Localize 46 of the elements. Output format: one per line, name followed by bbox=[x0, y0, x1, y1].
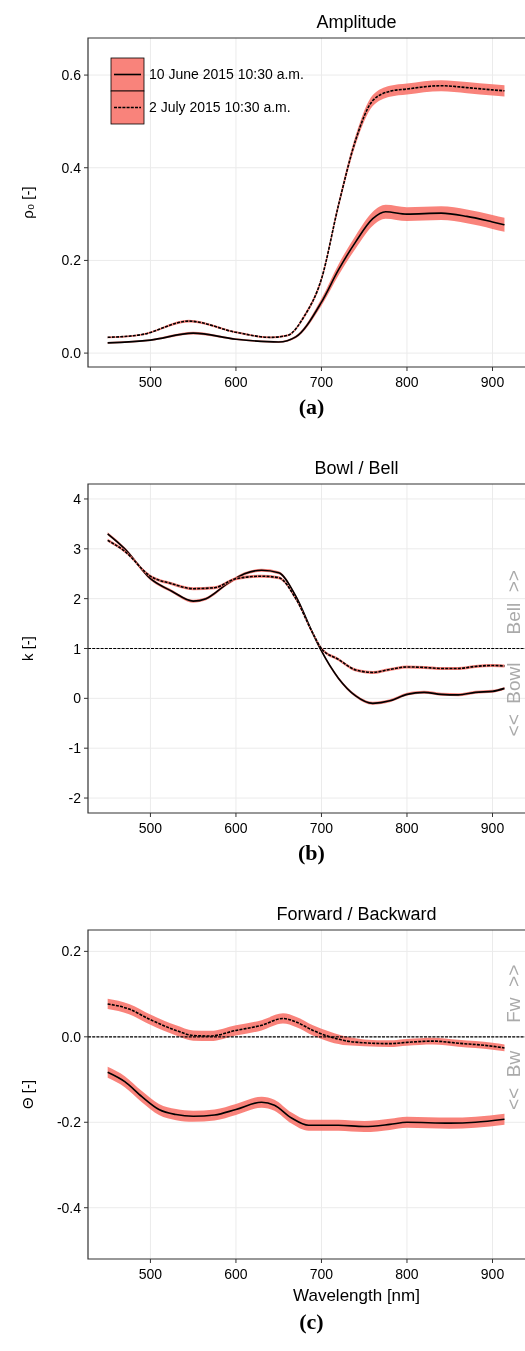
legend-label: 10 June 2015 10:30 a.m. bbox=[149, 66, 304, 82]
annotation: Bell >> bbox=[503, 570, 524, 635]
y-tick-label: 0.0 bbox=[61, 345, 82, 362]
y-axis-title: k [-] bbox=[19, 636, 36, 661]
y-tick-label: 1 bbox=[73, 640, 82, 657]
x-tick-label: 500 bbox=[138, 1266, 163, 1282]
x-tick-label: 900 bbox=[480, 820, 505, 836]
y-tick-label: 3 bbox=[73, 540, 82, 557]
x-tick-label: 500 bbox=[138, 820, 163, 836]
legend-label: 2 July 2015 10:30 a.m. bbox=[149, 99, 291, 115]
y-tick-label: 0.2 bbox=[61, 943, 82, 960]
x-tick-label: 500 bbox=[138, 374, 163, 390]
y-tick-label: 0.6 bbox=[61, 67, 82, 84]
annotation: << Bw bbox=[503, 1050, 524, 1110]
y-tick-label: -0.4 bbox=[56, 1199, 82, 1216]
x-tick-label: 700 bbox=[309, 1266, 334, 1282]
x-tick-label: 600 bbox=[224, 1266, 248, 1282]
y-tick-label: 0 bbox=[73, 690, 82, 707]
y-axis-title: ρ₀ [-] bbox=[19, 186, 36, 219]
chart-title: Forward / Backward bbox=[276, 904, 437, 924]
text: (c) bbox=[299, 1309, 324, 1334]
x-tick-label: 800 bbox=[395, 820, 419, 836]
x-tick-label: 600 bbox=[224, 820, 248, 836]
annotation: Fw >> bbox=[503, 964, 524, 1023]
y-tick-label: -1 bbox=[68, 740, 82, 757]
y-tick-label: 2 bbox=[73, 590, 82, 607]
x-tick-label: 800 bbox=[395, 1266, 419, 1282]
x-tick-label: 700 bbox=[309, 820, 334, 836]
text: (b) bbox=[298, 840, 325, 865]
x-tick-label: 700 bbox=[309, 374, 334, 390]
y-tick-label: 4 bbox=[73, 490, 82, 507]
y-tick-label: -0.2 bbox=[56, 1114, 82, 1131]
y-axis-title: Θ [-] bbox=[19, 1079, 36, 1110]
x-tick-label: 600 bbox=[224, 374, 248, 390]
y-tick-label: 0.4 bbox=[61, 159, 82, 176]
x-axis-title: Wavelength [nm] bbox=[293, 1286, 420, 1305]
chart-title: Bowl / Bell bbox=[314, 458, 399, 478]
x-tick-label: 900 bbox=[480, 374, 505, 390]
y-tick-label: 0.0 bbox=[61, 1028, 82, 1045]
chart-title: Amplitude bbox=[316, 12, 397, 32]
y-tick-label: -2 bbox=[68, 790, 82, 807]
y-tick-label: 0.2 bbox=[61, 252, 82, 269]
text: (a) bbox=[298, 394, 325, 419]
x-tick-label: 900 bbox=[480, 1266, 505, 1282]
x-tick-label: 800 bbox=[395, 374, 419, 390]
annotation: << Bowl bbox=[503, 662, 524, 737]
